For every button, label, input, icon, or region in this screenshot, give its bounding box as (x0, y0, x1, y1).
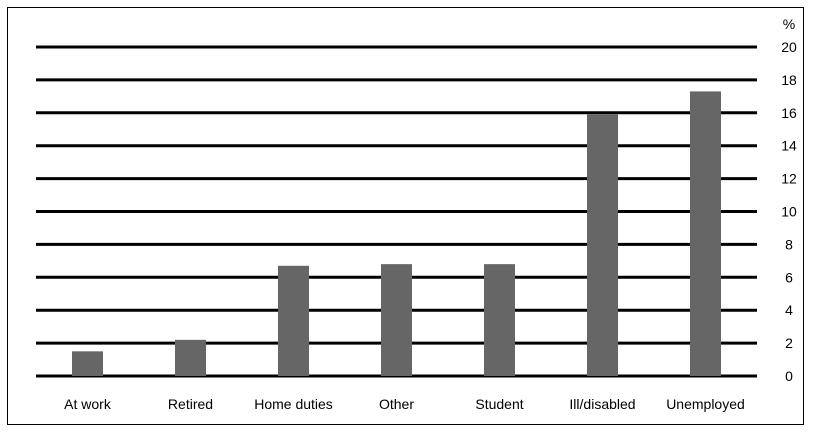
y-tick-label: 6 (785, 269, 793, 285)
bar (72, 351, 103, 376)
x-axis-labels: At work Retired Home duties Other Student Ill… (64, 396, 745, 412)
bar (175, 339, 206, 376)
x-category-label: Home duties (254, 396, 333, 412)
bar (690, 91, 721, 376)
x-category-label: Ill/disabled (569, 396, 635, 412)
x-category-label: Retired (168, 396, 213, 412)
y-tick-label: 2 (785, 335, 793, 351)
bar (587, 114, 618, 376)
bar (484, 264, 515, 376)
x-category-label: At work (64, 396, 112, 412)
y-axis-ticks: 0 2 4 6 8 10 12 14 16 18 20 (781, 39, 797, 384)
y-tick-label: 18 (781, 72, 797, 88)
y-tick-label: 20 (781, 39, 797, 55)
y-axis-unit-label: % (783, 16, 795, 32)
y-tick-label: 10 (781, 204, 797, 220)
bar (278, 265, 309, 376)
gridlines (36, 45, 757, 378)
y-tick-label: 4 (785, 302, 793, 318)
y-tick-label: 8 (785, 236, 793, 252)
x-category-label: Student (475, 396, 523, 412)
y-tick-label: 14 (781, 138, 797, 154)
y-tick-label: 0 (785, 368, 793, 384)
bars (72, 91, 721, 376)
y-tick-label: 12 (781, 171, 797, 187)
x-category-label: Other (379, 396, 414, 412)
bar (381, 264, 412, 376)
x-category-label: Unemployed (666, 396, 745, 412)
y-tick-label: 16 (781, 105, 797, 121)
